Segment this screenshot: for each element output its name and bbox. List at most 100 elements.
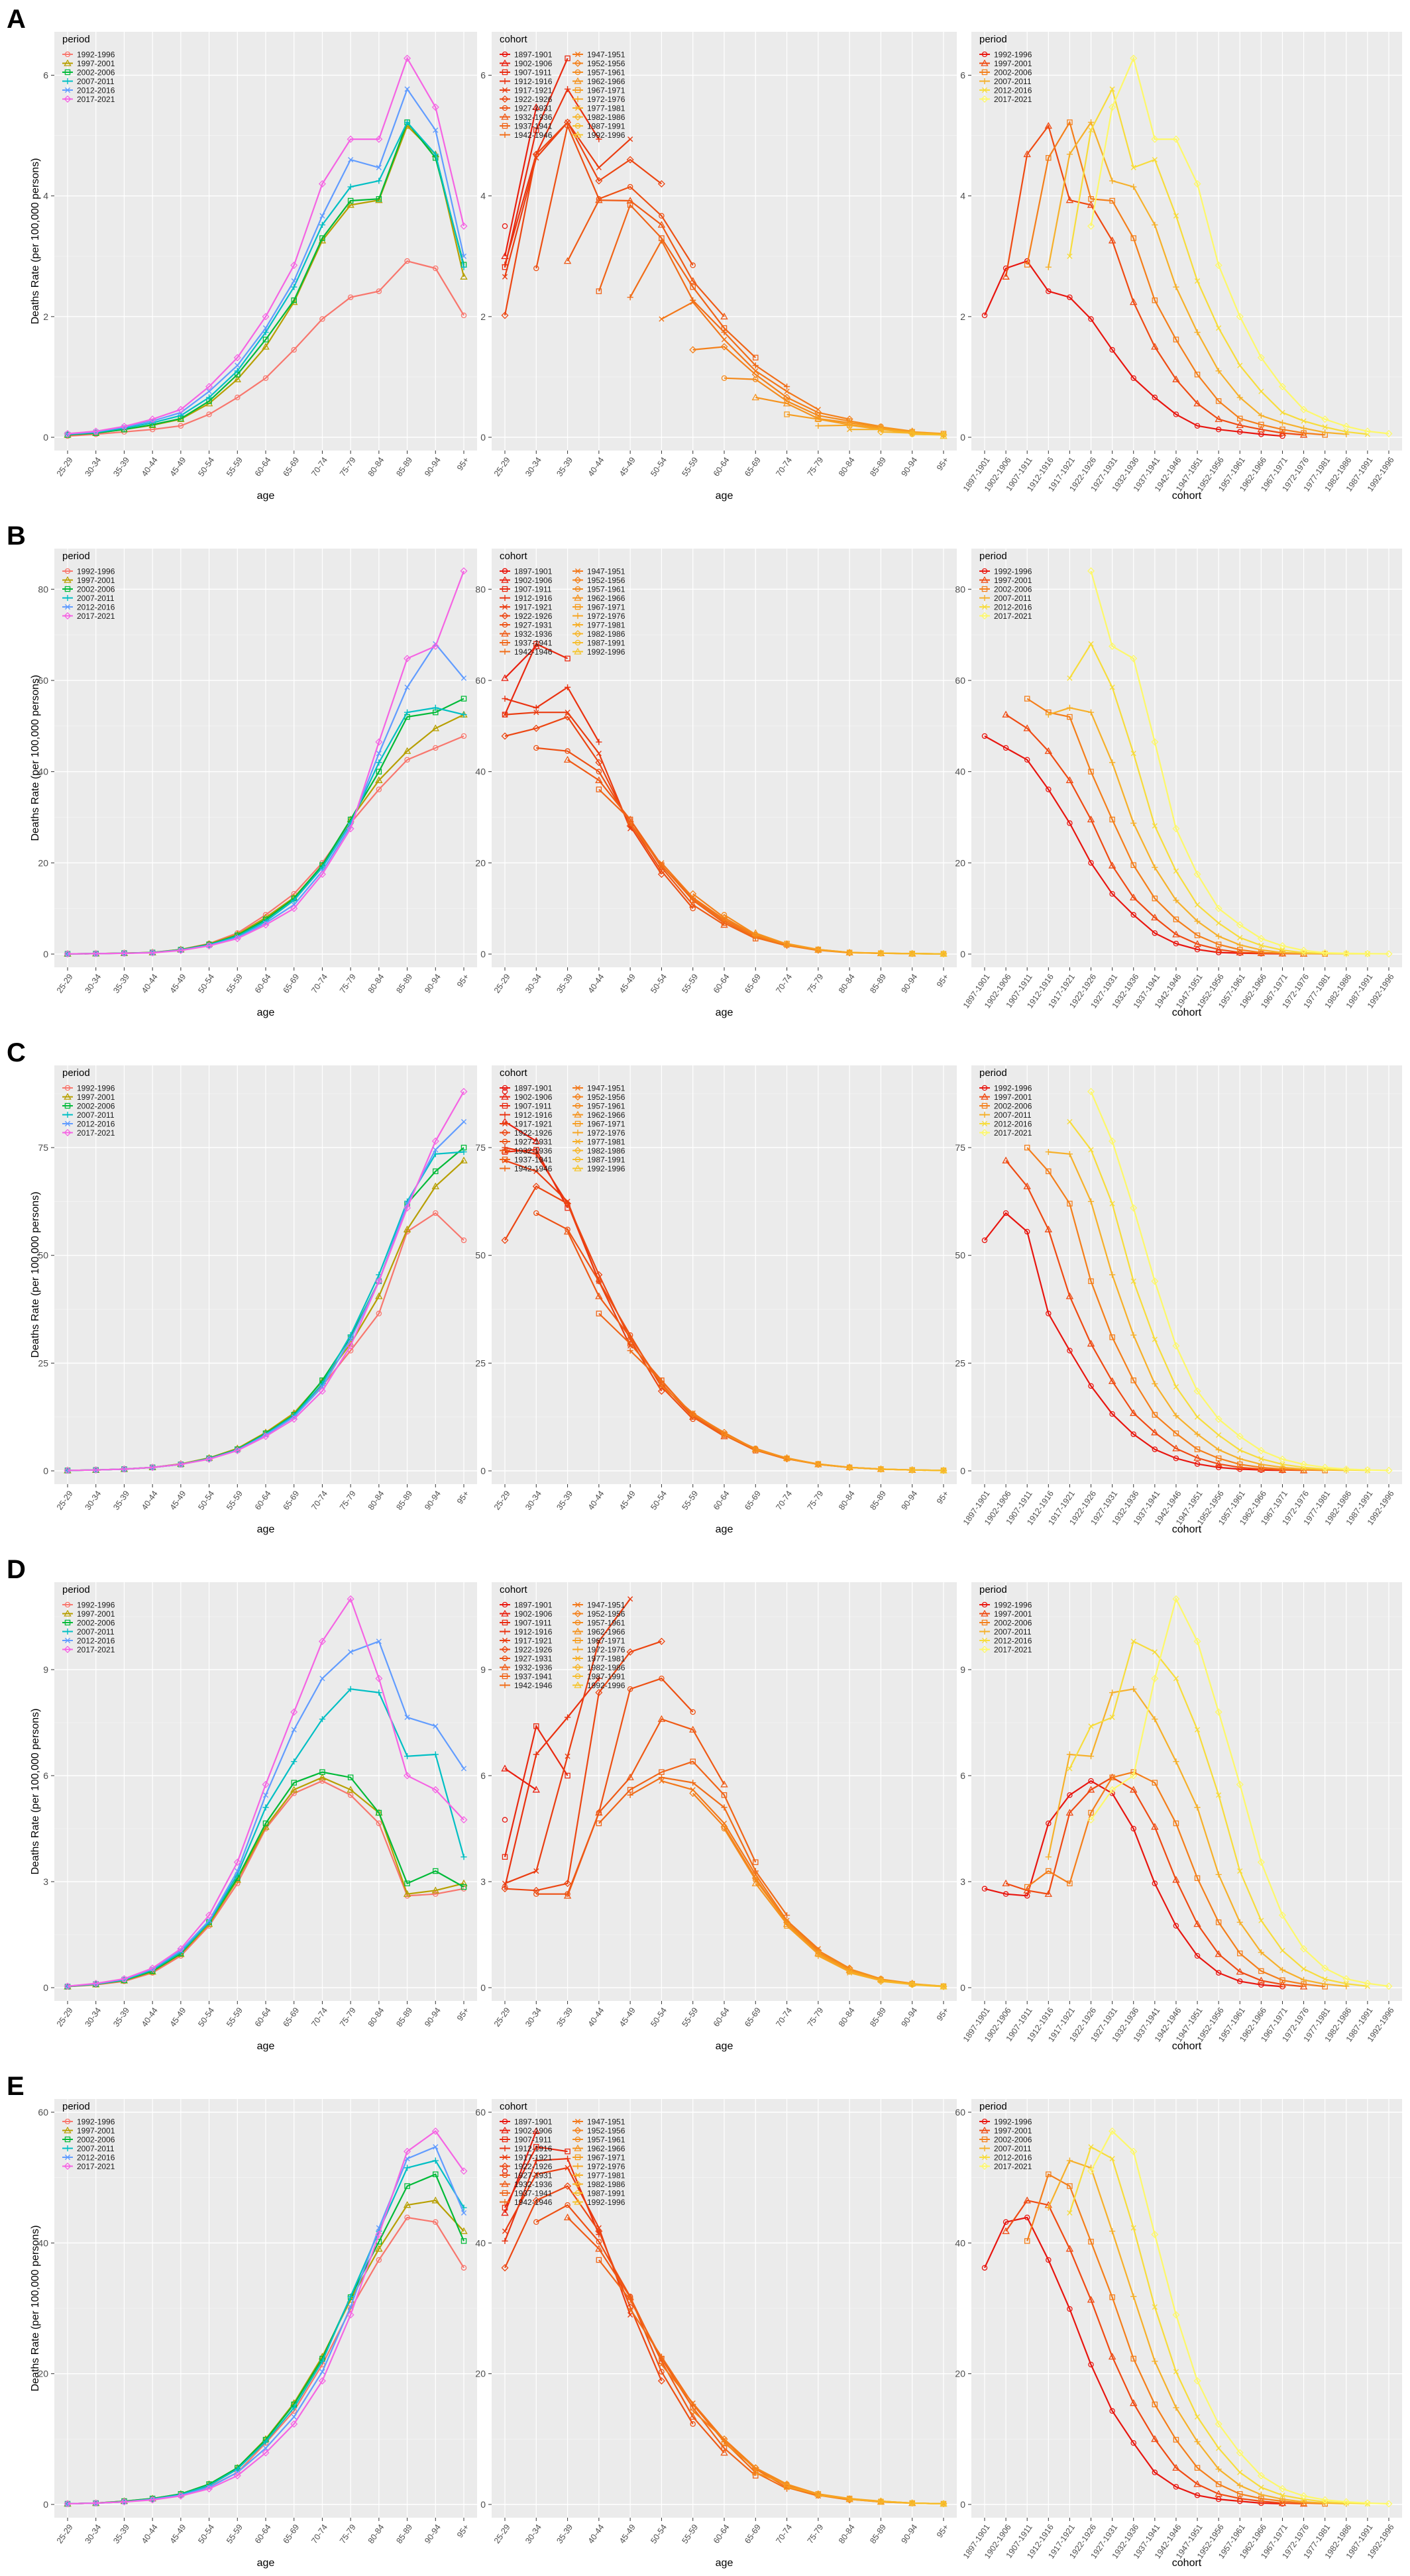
data-point bbox=[1172, 1876, 1180, 1883]
data-point bbox=[1109, 1690, 1116, 1696]
data-point bbox=[347, 2311, 354, 2319]
data-point bbox=[1279, 2496, 1286, 2502]
data-point bbox=[1002, 1156, 1010, 1163]
data-point bbox=[291, 1758, 298, 1765]
legend-key-marker bbox=[501, 95, 509, 103]
data-point bbox=[1173, 2437, 1179, 2443]
data-point bbox=[1300, 405, 1308, 413]
period-line-1992-1996 bbox=[984, 2216, 1283, 2505]
legend-key-marker bbox=[574, 2126, 582, 2135]
x-tick-label: 40-44 bbox=[586, 1489, 606, 1511]
legend-label: 1937-1941 bbox=[514, 1155, 553, 1165]
data-point bbox=[1364, 949, 1372, 957]
x-tick-label: 75-79 bbox=[338, 1489, 358, 1511]
legend-key-marker bbox=[981, 1093, 989, 1100]
data-point bbox=[1364, 1466, 1372, 1474]
legend-key-marker bbox=[574, 105, 581, 111]
data-point bbox=[784, 411, 790, 417]
data-point bbox=[1258, 947, 1264, 953]
x-tick-label: 60-64 bbox=[253, 455, 273, 478]
data-point bbox=[1364, 1980, 1372, 1988]
data-point bbox=[689, 890, 697, 898]
legend-key-marker bbox=[501, 113, 509, 120]
legend-label: 1917-1921 bbox=[514, 1637, 553, 1646]
legend-key-marker bbox=[574, 69, 581, 76]
x-tick-label: 85-89 bbox=[868, 455, 888, 478]
data-point bbox=[1044, 1225, 1053, 1232]
legend-key-marker bbox=[64, 604, 71, 610]
legend-key-marker bbox=[981, 576, 989, 583]
data-point bbox=[596, 136, 602, 142]
x-tick-label: 25-29 bbox=[492, 455, 512, 478]
data-point bbox=[981, 312, 988, 319]
y-tick-label: 20 bbox=[475, 2369, 486, 2379]
data-point bbox=[1257, 935, 1265, 943]
legend-key-marker bbox=[574, 612, 581, 619]
data-point bbox=[1130, 1686, 1137, 1692]
x-tick-label: 25-29 bbox=[492, 1489, 512, 1511]
legend-label: 1997-2001 bbox=[77, 59, 115, 68]
y-tick-label: 75 bbox=[38, 1142, 48, 1153]
cohort-line-1932-1936 bbox=[567, 1231, 725, 1437]
data-point bbox=[431, 1886, 439, 1894]
data-point bbox=[627, 820, 633, 827]
x-axis-title: age bbox=[716, 1007, 733, 1018]
cohort-line-1912-1916 bbox=[504, 87, 600, 265]
plot-background bbox=[971, 1582, 1402, 2001]
cohort-line-1907-1911 bbox=[504, 2146, 568, 2208]
period-line-2002-2006 bbox=[1026, 2173, 1325, 2505]
data-point bbox=[460, 1879, 468, 1886]
data-point bbox=[1023, 2196, 1031, 2204]
data-point bbox=[1173, 411, 1179, 417]
data-point bbox=[1151, 1674, 1159, 1682]
data-point bbox=[1236, 313, 1244, 321]
x-tick-label: 90-94 bbox=[423, 2006, 443, 2028]
legend-label: 1997-2001 bbox=[994, 1093, 1032, 1102]
data-point bbox=[1385, 1982, 1393, 1990]
data-point bbox=[502, 274, 508, 280]
cohort-line-1947-1951 bbox=[661, 1780, 819, 1950]
data-point bbox=[1046, 288, 1052, 294]
data-point bbox=[1300, 1976, 1307, 1983]
data-point bbox=[404, 684, 410, 690]
data-point bbox=[533, 2157, 539, 2164]
y-tick-label: 0 bbox=[960, 2499, 965, 2510]
data-point bbox=[1364, 2499, 1372, 2507]
data-point bbox=[1151, 135, 1159, 143]
data-point bbox=[564, 1200, 572, 1208]
legend-label: 1962-1966 bbox=[587, 1110, 625, 1120]
data-point bbox=[595, 1689, 603, 1697]
legend-key-marker bbox=[502, 105, 508, 111]
data-point bbox=[1087, 1198, 1095, 1205]
legend-key-marker bbox=[64, 1628, 71, 1635]
y-tick-label: 20 bbox=[475, 857, 486, 868]
data-point bbox=[178, 1947, 184, 1954]
x-tick-label: 25-29 bbox=[55, 1489, 75, 1511]
data-point bbox=[460, 1816, 468, 1824]
data-point bbox=[565, 1772, 570, 1779]
data-point bbox=[1342, 949, 1350, 957]
legend-label: 2007-2011 bbox=[77, 1110, 115, 1120]
legend-key-marker bbox=[502, 51, 508, 58]
data-point bbox=[433, 2219, 439, 2226]
legend-label: 1977-1981 bbox=[587, 621, 625, 630]
data-point bbox=[205, 1455, 213, 1463]
legend-label: 1977-1981 bbox=[587, 1138, 625, 1147]
x-tick-label: 35-39 bbox=[555, 1489, 574, 1511]
panel-A-cohort: 02461897-19011902-19061907-19111912-1916… bbox=[960, 32, 1402, 502]
legend-key-marker bbox=[574, 1673, 581, 1680]
legend-key-marker bbox=[502, 1655, 508, 1662]
legend-key-marker bbox=[502, 87, 508, 93]
data-point bbox=[532, 2196, 540, 2204]
legend-key-marker bbox=[502, 586, 508, 592]
legend-key-marker bbox=[64, 2145, 71, 2152]
x-tick-label: 35-39 bbox=[111, 1489, 131, 1511]
data-point bbox=[1151, 738, 1159, 746]
legend-label: 1927-1931 bbox=[514, 1138, 553, 1147]
y-tick-label: 25 bbox=[955, 1358, 965, 1368]
data-point bbox=[1109, 1714, 1115, 1721]
legend-key-marker bbox=[502, 2136, 508, 2143]
y-tick-label: 25 bbox=[38, 1358, 48, 1368]
data-point bbox=[319, 316, 325, 322]
legend-label: 2002-2006 bbox=[77, 1619, 115, 1628]
